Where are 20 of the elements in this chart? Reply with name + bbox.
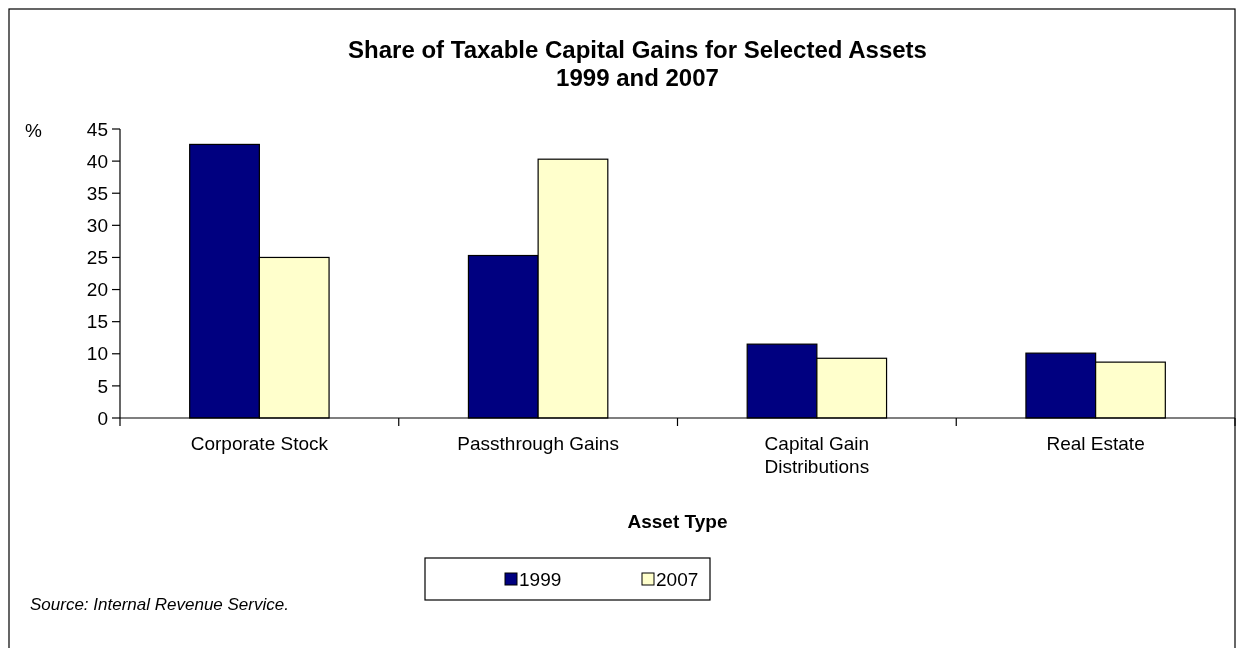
- x-tick-label: Real Estate: [1046, 433, 1145, 454]
- y-tick-label: 0: [97, 407, 108, 429]
- legend-label: 1999: [519, 569, 562, 590]
- y-tick-label: 10: [86, 343, 108, 365]
- x-tick-label: Corporate Stock: [190, 433, 329, 454]
- legend-label: 2007: [656, 569, 699, 590]
- y-tick-label: 5: [97, 375, 108, 397]
- y-tick-label: 30: [86, 214, 108, 236]
- chart-title: Share of Taxable Capital Gains for Selected Assets 1999 and 2007: [348, 36, 927, 91]
- y-axis-title: %: [25, 120, 42, 141]
- y-tick-label: 15: [86, 311, 108, 333]
- x-tick-label: Passthrough Gains: [457, 433, 619, 454]
- x-axis-title: Asset Type: [627, 511, 728, 532]
- y-tick-label: 40: [86, 150, 108, 172]
- x-tick-label: Capital Gain Distributions: [764, 433, 870, 477]
- y-tick-label: 20: [86, 279, 108, 301]
- y-tick-label: 35: [86, 182, 108, 204]
- source-note: Source: Internal Revenue Service.: [30, 595, 289, 614]
- y-tick-label: 45: [86, 118, 108, 140]
- y-tick-label: 25: [86, 247, 108, 269]
